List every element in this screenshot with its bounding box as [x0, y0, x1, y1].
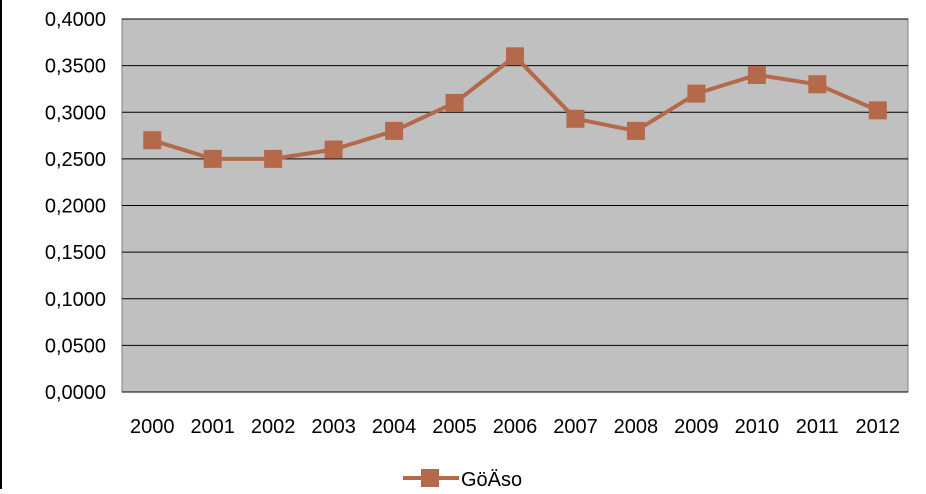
chart-left-border	[0, 0, 2, 489]
x-tick-label: 2002	[251, 416, 296, 438]
y-tick-label: 0,4000	[45, 9, 106, 31]
data-point-marker	[687, 84, 706, 103]
x-tick-label: 2009	[674, 416, 719, 438]
gridlines	[122, 18, 908, 393]
x-tick-label: 2000	[130, 416, 175, 438]
x-tick-label: 2012	[856, 416, 901, 438]
series-layer	[143, 47, 887, 168]
x-tick-label: 2004	[372, 416, 417, 438]
x-tick-label: 2001	[190, 416, 235, 438]
data-point-marker	[506, 47, 524, 66]
y-tick-label: 0,1500	[45, 242, 106, 264]
data-point-marker	[203, 149, 222, 168]
y-tick-label: 0,1000	[45, 289, 106, 311]
y-tick-label: 0,2500	[45, 149, 106, 171]
x-tick-label: 2007	[553, 416, 598, 438]
y-tick-label: 0,2000	[45, 196, 106, 218]
data-point-marker	[445, 93, 464, 112]
x-axis: 2000 2001 2002 2003 2004 2005 2006 2007 2008 2009…	[130, 416, 900, 438]
x-tick-label: 2011	[796, 416, 839, 438]
y-axis: 0,0000 0,0500 0,1000 0,1500 0,2000 0,2500 0,30…	[45, 9, 106, 404]
legend: GöÄso	[403, 469, 522, 491]
data-point-marker	[747, 65, 766, 84]
x-tick-label: 2008	[614, 416, 659, 438]
y-tick-label: 0,0500	[45, 335, 106, 357]
x-tick-label: 2003	[311, 416, 356, 438]
data-point-marker	[264, 149, 283, 168]
x-tick-label: 2010	[735, 416, 780, 438]
data-point-marker	[566, 109, 585, 128]
y-tick-label: 0,3500	[45, 56, 106, 78]
data-point-marker	[868, 101, 887, 120]
data-point-marker	[385, 121, 404, 140]
data-point-marker	[143, 131, 162, 150]
data-point-marker	[324, 140, 343, 159]
data-point-marker	[626, 121, 645, 140]
data-point-marker	[808, 75, 827, 94]
x-tick-label: 2006	[493, 416, 538, 438]
legend-label: GöÄso	[461, 469, 522, 489]
y-tick-label: 0,0000	[45, 382, 106, 404]
y-tick-label: 0,3000	[45, 102, 106, 124]
legend-square-marker	[421, 469, 439, 487]
x-tick-label: 2005	[432, 416, 477, 438]
